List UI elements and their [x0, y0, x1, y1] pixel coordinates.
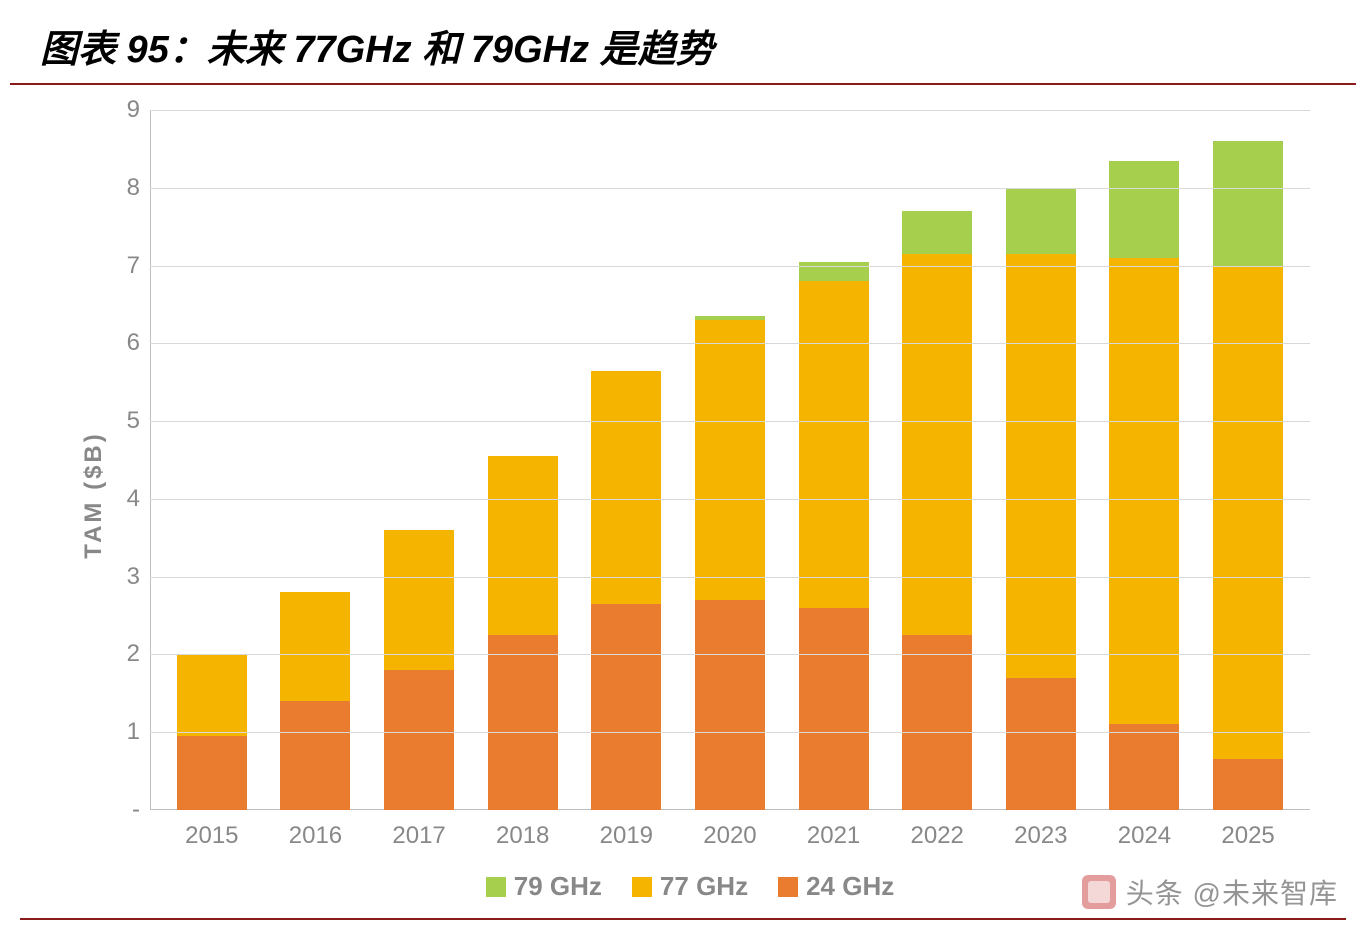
plot-area: 2015201620172018201920202021202220232024… — [150, 110, 1310, 810]
watermark-icon — [1082, 875, 1116, 909]
bar-segment-s24 — [591, 604, 661, 810]
x-tick-label: 2020 — [703, 822, 756, 850]
bars-container: 2015201620172018201920202021202220232024… — [150, 110, 1310, 810]
bar-segment-s77 — [902, 254, 972, 635]
bar-segment-s79 — [1109, 161, 1179, 258]
grid-line — [150, 577, 1310, 578]
legend-item-s79: 79 GHz — [486, 871, 602, 902]
bar-segment-s24 — [488, 635, 558, 810]
bar-group: 2018 — [488, 456, 558, 810]
bar-segment-s24 — [280, 701, 350, 810]
bar-group: 2019 — [591, 371, 661, 810]
x-tick-label: 2021 — [807, 822, 860, 850]
bar-segment-s77 — [384, 530, 454, 670]
bar-segment-s77 — [695, 320, 765, 600]
legend-label: 24 GHz — [806, 871, 894, 902]
bar-segment-s77 — [799, 281, 869, 608]
bar-segment-s24 — [1213, 759, 1283, 810]
x-tick-label: 2019 — [600, 822, 653, 850]
bar-segment-s79 — [1006, 188, 1076, 254]
x-tick-label: 2016 — [289, 822, 342, 850]
bar-segment-s77 — [280, 592, 350, 701]
legend-label: 77 GHz — [660, 871, 748, 902]
bar-segment-s24 — [1006, 678, 1076, 810]
y-tick-label: 1 — [90, 718, 140, 746]
y-tick-label: 2 — [90, 640, 140, 668]
watermark: 头条 @未来智库 — [1082, 872, 1338, 912]
y-tick-label: 4 — [90, 485, 140, 513]
watermark-text: 头条 @未来智库 — [1126, 872, 1338, 912]
grid-line — [150, 343, 1310, 344]
bar-segment-s77 — [488, 456, 558, 635]
legend-item-s77: 77 GHz — [632, 871, 748, 902]
bar-segment-s24 — [695, 600, 765, 810]
legend-label: 79 GHz — [514, 871, 602, 902]
x-tick-label: 2018 — [496, 822, 549, 850]
top-rule — [10, 83, 1356, 85]
x-tick-label: 2017 — [392, 822, 445, 850]
bar-group: 2020 — [695, 316, 765, 810]
legend-swatch — [778, 877, 798, 897]
x-tick-label: 2015 — [185, 822, 238, 850]
chart-title: 图表 95：未来 77GHz 和 79GHz 是趋势 — [0, 0, 1366, 83]
bar-group: 2024 — [1109, 161, 1179, 810]
grid-line — [150, 732, 1310, 733]
y-tick-label: 3 — [90, 563, 140, 591]
y-tick-label: 6 — [90, 329, 140, 357]
bar-segment-s77 — [1006, 254, 1076, 678]
bar-group: 2016 — [280, 592, 350, 810]
bar-segment-s79 — [1213, 141, 1283, 265]
grid-line — [150, 188, 1310, 189]
bar-segment-s24 — [1109, 724, 1179, 810]
x-tick-label: 2024 — [1118, 822, 1171, 850]
y-tick-label: 9 — [90, 96, 140, 124]
bar-group: 2017 — [384, 530, 454, 810]
x-tick-label: 2023 — [1014, 822, 1067, 850]
chart-container: TAM ($B) 2015201620172018201920202021202… — [40, 100, 1340, 890]
bar-segment-s77 — [1213, 266, 1283, 760]
bar-segment-s77 — [177, 654, 247, 736]
bar-segment-s24 — [384, 670, 454, 810]
y-tick-label: 5 — [90, 407, 140, 435]
bar-segment-s77 — [591, 371, 661, 604]
bar-group: 2022 — [902, 211, 972, 810]
x-tick-label: 2022 — [910, 822, 963, 850]
legend-swatch — [632, 877, 652, 897]
bar-segment-s24 — [799, 608, 869, 810]
bar-segment-s79 — [902, 211, 972, 254]
bar-group: 2025 — [1213, 141, 1283, 810]
legend-item-s24: 24 GHz — [778, 871, 894, 902]
bar-segment-s24 — [177, 736, 247, 810]
grid-line — [150, 421, 1310, 422]
y-tick-label: - — [90, 796, 140, 824]
y-tick-label: 7 — [90, 252, 140, 280]
y-tick-label: 8 — [90, 174, 140, 202]
grid-line — [150, 266, 1310, 267]
grid-line — [150, 499, 1310, 500]
bottom-rule — [20, 918, 1346, 920]
legend-swatch — [486, 877, 506, 897]
x-tick-label: 2025 — [1221, 822, 1274, 850]
grid-line — [150, 110, 1310, 111]
grid-line — [150, 654, 1310, 655]
bar-segment-s24 — [902, 635, 972, 810]
